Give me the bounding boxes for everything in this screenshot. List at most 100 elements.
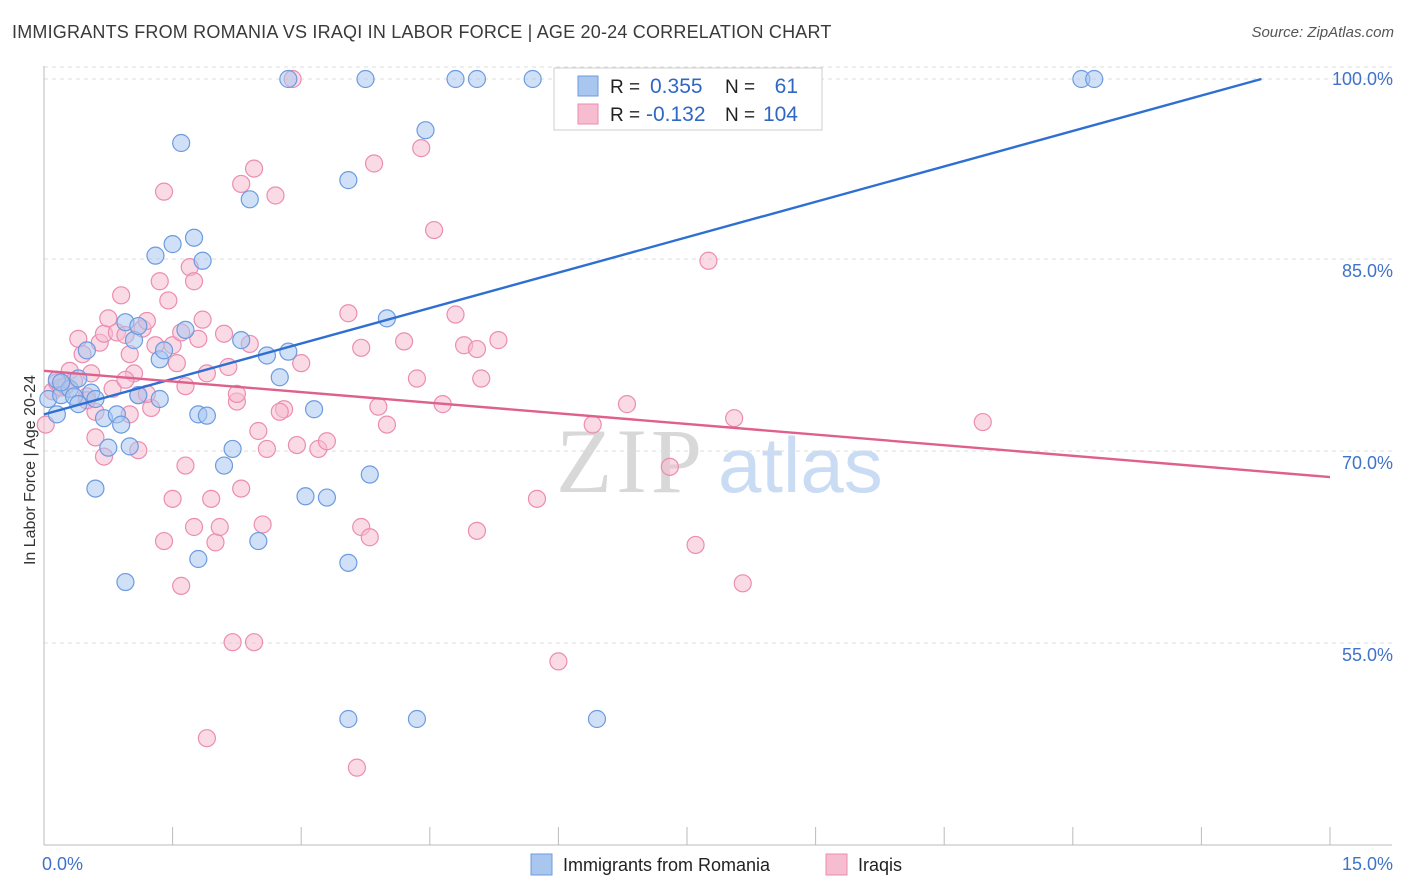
romania-point: [86, 479, 105, 498]
watermark-zip: ZIP: [556, 410, 706, 512]
iraqis-point: [163, 489, 182, 508]
romania-point: [223, 439, 242, 459]
iraqis-point: [527, 489, 547, 508]
romania-point: [356, 69, 375, 89]
iraqis-point: [583, 415, 602, 434]
romania-point: [407, 709, 427, 729]
legend-n-value-romania: 61: [775, 75, 798, 98]
iraqis-point: [369, 397, 388, 416]
iraqis-point: [232, 174, 251, 194]
romania-point: [193, 251, 212, 270]
iraqis-point: [287, 435, 307, 455]
iraqis-point: [360, 528, 379, 547]
iraqis-point: [446, 305, 465, 324]
axes: 55.0% 70.0% 85.0% 100.0% 0.0% 15.0%: [42, 66, 1393, 874]
legend-r-label-iraqis: R =: [610, 105, 640, 126]
iraqis-point: [172, 576, 191, 595]
iraqis-point: [184, 517, 204, 537]
romania-point: [339, 553, 358, 572]
iraqis-point: [352, 338, 371, 357]
source-credit: Source: ZipAtlas.com: [1251, 24, 1394, 41]
romania-point: [172, 133, 191, 153]
iraqis-point: [150, 272, 169, 291]
iraqis-point: [99, 309, 118, 328]
romania-point: [120, 437, 139, 456]
romania-point: [116, 572, 135, 592]
iraqis-point: [472, 369, 491, 388]
legend-r-label-romania: R =: [610, 77, 640, 98]
iraqis-point: [364, 154, 384, 173]
iraqis-point: [206, 533, 225, 552]
iraqis-point: [377, 415, 397, 434]
chart-title: IMMIGRANTS FROM ROMANIA VS IRAQI IN LABO…: [12, 22, 832, 42]
iraqis-point: [176, 377, 195, 396]
iraqis-point: [176, 456, 195, 475]
iraqis-point: [232, 479, 251, 498]
iraqis-point: [154, 182, 174, 201]
romania-point: [240, 190, 259, 209]
romania-trend-line: [43, 77, 1262, 416]
iraqis-point: [407, 369, 427, 388]
iraqis-point: [116, 370, 135, 389]
iraqis-point: [266, 186, 285, 205]
bottom-legend-label-iraqis: Iraqis: [858, 855, 902, 875]
romania-point: [304, 400, 324, 419]
iraqis-point: [223, 633, 242, 652]
iraqis-point: [167, 354, 186, 373]
iraqis-point: [197, 729, 216, 748]
romania-point: [446, 69, 465, 89]
romania-point: [232, 331, 251, 350]
romania-points: [39, 69, 1104, 729]
watermark-atlas: atlas: [718, 421, 883, 509]
romania-point: [52, 373, 71, 392]
iraqis-point: [210, 517, 229, 537]
iraqis-point: [249, 421, 268, 441]
iraqis-point: [184, 272, 204, 291]
y-tick-label: 70.0%: [1342, 453, 1393, 473]
iraqis-point: [292, 354, 311, 373]
romania-point: [279, 69, 298, 89]
iraqis-point: [725, 409, 744, 428]
correlation-legend: R = 0.355 N = 61 R = -0.132 N = 104: [553, 67, 823, 131]
trend-lines: [43, 77, 1331, 479]
romania-point: [129, 316, 148, 336]
series-legend: Immigrants from Romania Iraqis: [530, 853, 902, 876]
iraqis-point: [227, 384, 246, 403]
iraqis-point: [549, 652, 568, 671]
iraqis-point: [244, 159, 264, 178]
romania-point: [176, 320, 195, 339]
iraqis-point: [257, 439, 277, 459]
bottom-legend-swatch-romania: [530, 853, 553, 876]
x-tick-label-max: 15.0%: [1342, 854, 1393, 874]
iraqis-point: [202, 489, 221, 508]
bottom-legend-swatch-iraqis: [825, 853, 848, 876]
iraqis-point: [159, 291, 178, 310]
romania-point: [77, 341, 96, 360]
romania-point: [1085, 69, 1104, 89]
iraqis-point: [394, 332, 414, 351]
legend-r-value-iraqis: -0.132: [646, 103, 706, 126]
romania-point: [587, 709, 607, 729]
iraqis-point: [112, 286, 131, 305]
iraqis-point: [36, 415, 55, 434]
romania-point: [339, 171, 358, 190]
iraqis-point: [686, 535, 705, 555]
romania-point: [146, 246, 165, 265]
y-tick-label: 55.0%: [1342, 645, 1393, 665]
romania-point: [339, 709, 358, 729]
iraqis-point: [214, 324, 234, 343]
romania-point: [112, 415, 131, 434]
romania-point: [360, 465, 379, 484]
bottom-legend-label-romania: Immigrants from Romania: [563, 855, 771, 875]
legend-swatch-iraqis: [577, 103, 599, 125]
romania-point: [523, 69, 542, 89]
iraqis-point: [467, 339, 487, 359]
romania-point: [99, 438, 118, 457]
iraqis-point: [617, 395, 637, 414]
iraqis-point: [467, 521, 487, 540]
iraqis-point: [733, 574, 752, 593]
gridlines: [44, 66, 1392, 644]
iraqis-point: [86, 428, 105, 447]
iraqis-point: [154, 531, 174, 551]
iraqis-point: [103, 379, 122, 398]
